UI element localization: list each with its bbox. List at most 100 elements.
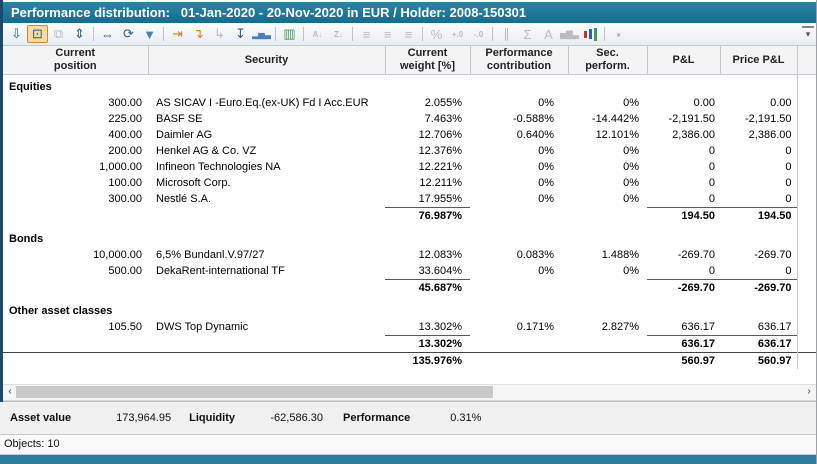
cell-filler (796, 159, 816, 175)
footer-value: 173,964.95 (116, 412, 172, 424)
cell-weight: 12.376% (418, 145, 462, 157)
cell-contribution: 0.083% (516, 249, 554, 261)
copy-view-icon: ⧉ (53, 26, 64, 41)
column-header-pl[interactable]: P&L (647, 46, 721, 75)
security-row[interactable]: 1,000.00 Infineon Technologies NA 12.221% 0… (3, 159, 816, 175)
stop-icon: ▪ (616, 26, 621, 42)
cell-weight: 12.221% (418, 161, 462, 173)
cell-pl: 0 (708, 161, 715, 173)
security-row[interactable]: 10,000.00 6,5% Bundanl.V.97/27 12.083% 0.08… (3, 247, 816, 263)
cell-pl: 0 (708, 177, 715, 189)
cell-sec_perform: 0% (623, 177, 639, 189)
cell-contribution: 0% (538, 177, 554, 189)
cell-filler (796, 143, 816, 159)
fit-view-icon[interactable]: ⊡ (27, 25, 48, 43)
total-cell: 560.97 (647, 352, 720, 369)
cell-security: DekaRent-international TF (156, 265, 285, 278)
cell-pl: 0 (708, 265, 715, 277)
performance-table-area: Current position Security Current weight [%]… (3, 46, 816, 384)
security-row[interactable]: 400.00 Daimler AG 12.706% 0.640% 12.101% 2,38… (3, 127, 816, 143)
align-right-icon: ≡ (404, 26, 413, 42)
refresh-icon[interactable]: ⟳ (123, 26, 134, 41)
total-row: 135.976% 560.97 560.97 (3, 352, 816, 369)
subtotal-cell: -269.70 (647, 279, 720, 296)
security-row[interactable]: 200.00 Henkel AG & Co. VZ 12.376% 0% 0% 0 0 (3, 143, 816, 159)
horizontal-scrollbar[interactable]: ‹ › (3, 384, 816, 401)
security-row[interactable]: 100.00 Microsoft Corp. 12.211% 0% 0% 0 0 (3, 175, 816, 191)
cell-sec_perform: 0% (623, 265, 639, 278)
fit-height-icon[interactable]: ⇕ (74, 26, 85, 41)
toolbar-separator (163, 27, 164, 41)
subtotal-cell: 76.987% (385, 207, 470, 224)
cell-security: AS SICAV I -Euro.Eq.(ex-UK) Fd I Acc.EUR (156, 97, 369, 109)
cell-filler (796, 247, 816, 263)
column-header-security[interactable]: Security (148, 46, 386, 75)
column-header-sec-perform[interactable]: Sec. perform. (568, 46, 648, 75)
column-header-filler[interactable] (797, 46, 816, 75)
cell-position: 300.00 (108, 193, 142, 206)
cell-pl: 2,386.00 (672, 129, 715, 141)
security-row[interactable]: 300.00 AS SICAV I -Euro.Eq.(ex-UK) Fd I A… (3, 95, 816, 111)
shift-right-icon[interactable]: ⇥ (172, 26, 183, 41)
column-header-price-pl[interactable]: Price P&L (720, 46, 798, 75)
column-header-performance-contribution[interactable]: Performance contribution (470, 46, 569, 75)
column-chart-icon: ▅▇▃ (560, 29, 579, 39)
security-row[interactable]: 300.00 Nestlé S.A. 17.955% 0% 0% 0 0 (3, 191, 816, 208)
cell-sec_perform: 0% (623, 161, 639, 173)
cell-security: BASF SE (156, 113, 203, 125)
load-report-icon[interactable]: ⇩ (11, 26, 22, 41)
cell-filler (796, 319, 816, 336)
total-cell: 560.97 (720, 352, 797, 369)
cell-position: 105.50 (108, 321, 142, 334)
cell-security: Infineon Technologies NA (156, 161, 281, 173)
cell-sec_perform: 0% (623, 193, 639, 206)
sort-asc-icon: A↓ (312, 29, 323, 39)
scroll-left-arrow-icon[interactable]: ‹ (8, 386, 12, 397)
cell-sec_perform: 0% (623, 97, 639, 109)
cell-contribution: 0% (538, 193, 554, 206)
filter-icon[interactable]: ▼ (143, 26, 156, 42)
subtotal-cell: 13.302% (385, 335, 470, 353)
cell-position: 400.00 (108, 129, 142, 141)
table-header: Current position Security Current weight [%]… (3, 46, 816, 75)
security-row[interactable]: 105.50 DWS Top Dynamic 13.302% 0.171% 2.827%… (3, 319, 816, 336)
shift-into-icon[interactable]: ↴ (193, 26, 204, 41)
cell-price_pl: -2,191.50 (745, 113, 792, 125)
chart-icon[interactable] (580, 25, 601, 43)
scroll-right-arrow-icon[interactable]: › (807, 386, 811, 397)
cell-price_pl: 2,386.00 (748, 129, 792, 141)
toolbar-separator (303, 27, 304, 41)
cell-price_pl: 0 (785, 161, 792, 173)
cell-weight: 13.302% (418, 321, 462, 333)
cell-weight: 33.604% (418, 265, 462, 277)
security-row[interactable]: 225.00 BASF SE 7.463% -0.588% -14.442% -2,191… (3, 111, 816, 127)
security-row[interactable]: 500.00 DekaRent-international TF 33.604% 0%… (3, 263, 816, 280)
hide-columns-icon[interactable]: ▥ (283, 26, 296, 41)
cell-position: 1,000.00 (99, 161, 142, 173)
cell-filler (796, 95, 816, 111)
cell-price_pl: -269.70 (754, 249, 792, 261)
column-header-current-position[interactable]: Current position (3, 46, 149, 75)
cell-filler (796, 175, 816, 191)
column-width-icon[interactable]: ⇔ (101, 26, 114, 42)
cell-contribution: 0% (538, 145, 554, 157)
toolbar: ⇩ ⊡ ⧉ ⇕ ⇔ ⟳ ▼ ⇥ ↴ ↳ ↧ ▂▅▃ ▥ A↓ Z↓ ≡ ≡ ≡% +.0 -.0 ∥ Σ A ▅▇▃ ▪ ▾ (3, 23, 816, 46)
cell-pl: 0 (708, 145, 715, 157)
section-label: Other asset classes (9, 305, 113, 317)
section-label: Equities (9, 81, 52, 93)
scrollbar-thumb[interactable] (16, 386, 493, 398)
subtotal-cell: -269.70 (720, 279, 797, 296)
bar-values-icon[interactable]: ▂▅▃ (252, 29, 271, 39)
spacer-row (3, 74, 816, 79)
cell-security: DWS Top Dynamic (156, 321, 249, 334)
cell-weight: 17.955% (418, 193, 462, 205)
align-left-icon: ≡ (362, 26, 371, 42)
cell-weight: 2.055% (424, 97, 462, 109)
jump-bottom-icon[interactable]: ↧ (235, 26, 246, 41)
toolbar-overflow-button[interactable]: ▾ (802, 26, 814, 40)
column-header-current-weight[interactable]: Current weight [%] (385, 46, 471, 75)
footer-item: Performance 0.31% (343, 412, 520, 424)
footer-item: Asset value 173,964.95 (10, 412, 171, 424)
cell-filler (796, 263, 816, 280)
